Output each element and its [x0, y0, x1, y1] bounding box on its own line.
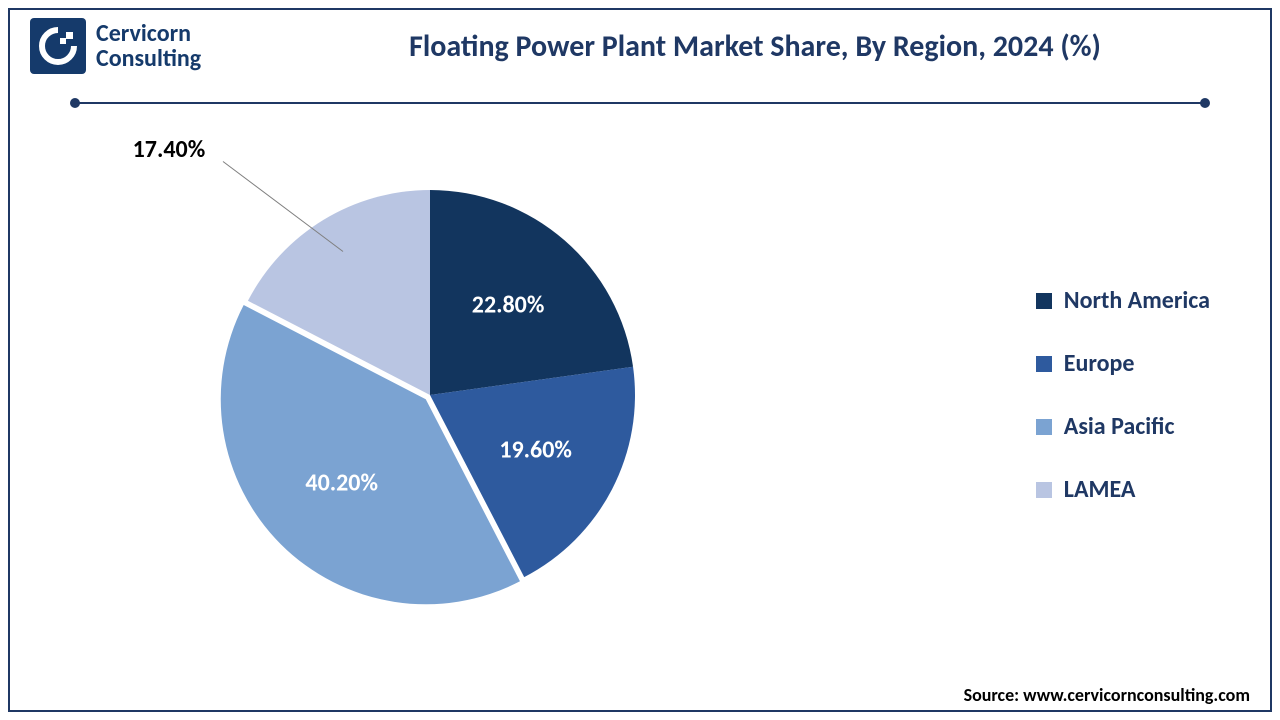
underline-line — [75, 102, 1205, 104]
brand-logo: Cervicorn Consulting — [30, 18, 201, 74]
legend-item: Europe — [1036, 349, 1210, 378]
legend-item: North America — [1036, 286, 1210, 315]
legend-swatch — [1036, 293, 1052, 309]
legend-label: North America — [1064, 286, 1210, 315]
legend: North America Europe Asia Pacific LAMEA — [1036, 286, 1210, 504]
chart-area: 22.80% 19.60% 40.20% 17.40% North America Eu… — [0, 120, 1280, 670]
slice-label: 19.60% — [499, 435, 572, 464]
brand-name-line2: Consulting — [96, 46, 201, 71]
legend-swatch — [1036, 482, 1052, 498]
legend-item: LAMEA — [1036, 475, 1210, 504]
brand-name: Cervicorn Consulting — [96, 21, 201, 71]
slice-label: 17.40% — [133, 135, 206, 164]
logo-icon — [38, 26, 78, 66]
legend-swatch — [1036, 419, 1052, 435]
legend-item: Asia Pacific — [1036, 412, 1210, 441]
chart-title: Floating Power Plant Market Share, By Re… — [290, 28, 1220, 65]
slice-label: 40.20% — [305, 469, 378, 498]
title-underline — [75, 98, 1205, 108]
legend-label: Asia Pacific — [1064, 412, 1175, 441]
legend-swatch — [1036, 356, 1052, 372]
underline-dot-right — [1200, 98, 1210, 108]
legend-label: Europe — [1064, 349, 1135, 378]
slice-label: 22.80% — [472, 291, 545, 320]
legend-label: LAMEA — [1064, 475, 1136, 504]
brand-mark — [30, 18, 86, 74]
brand-name-line1: Cervicorn — [96, 21, 201, 46]
underline-dot-left — [70, 98, 80, 108]
source-text: Source: www.cervicornconsulting.com — [964, 684, 1250, 706]
